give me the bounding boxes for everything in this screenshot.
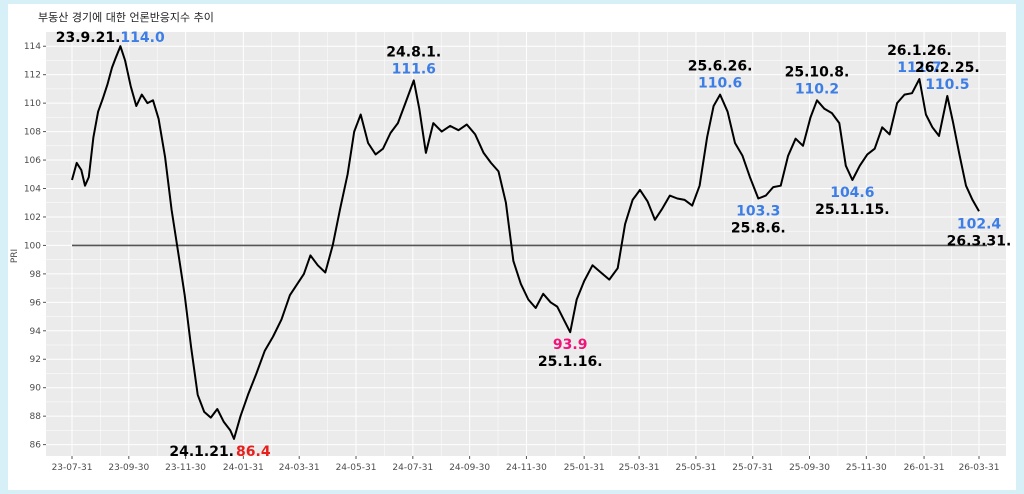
x-tick-label: 25-05-31 [675, 463, 716, 473]
y-tick-label: 110 [24, 99, 41, 109]
x-tick-label: 24-09-30 [449, 463, 490, 473]
y-tick-label: 112 [24, 71, 41, 81]
annotation-date: 24.8.1. [386, 44, 441, 60]
annotation-value: 114.0 [120, 30, 165, 46]
annotation: 25.10.8.110.2 [785, 64, 850, 97]
x-tick-label: 26-03-31 [959, 463, 1000, 473]
y-tick-label: 106 [24, 156, 41, 166]
x-tick-label: 25-09-30 [789, 463, 830, 473]
annotation-date: 26.3.31. [947, 233, 1012, 249]
annotation: 26.2.25.110.5 [915, 60, 980, 93]
x-tick-label: 23-09-30 [108, 463, 149, 473]
annotation: 26.1.26.111.7 [887, 43, 952, 76]
series-line-group [71, 45, 980, 440]
x-tick-label: 25-01-31 [564, 463, 605, 473]
y-tick-label: 94 [30, 327, 42, 337]
annotation-date: 25.11.15. [815, 202, 889, 218]
x-tick-label: 26-01-31 [904, 463, 945, 473]
annotation-date: 25.1.16. [538, 354, 603, 370]
x-tick-label: 24-11-30 [506, 463, 547, 473]
y-axis-label: PRI [10, 249, 20, 263]
annotation-date: 24.1.21. [169, 444, 234, 460]
x-tick-label: 24-01-31 [223, 463, 264, 473]
annotation: 25.6.26.110.6 [688, 59, 753, 92]
y-tick-label: 102 [24, 213, 41, 223]
axis-ticks: 86 88 90 92 94 96 98 100 102 104 106 108 110 112 114 23… [24, 42, 1000, 473]
annotation: 23.9.21. 114.0 [56, 30, 165, 46]
annotation-value: 110.5 [925, 77, 969, 93]
annotation-date: 25.10.8. [785, 64, 850, 80]
annotation-date: 26.2.25. [915, 60, 980, 76]
annotation-date: 26.1.26. [887, 43, 952, 59]
annotation-date: 25.6.26. [688, 59, 753, 75]
annotation: 24.8.1.111.6 [386, 44, 441, 77]
x-tick-label: 23-11-30 [165, 463, 206, 473]
y-tick-label: 100 [24, 241, 41, 251]
annotation-value: 86.4 [236, 444, 271, 460]
x-tick-label: 25-03-31 [619, 463, 660, 473]
annotation: 93.925.1.16. [538, 337, 603, 370]
y-tick-label: 98 [30, 270, 42, 280]
annotation: 24.1.21. 86.4 [169, 444, 270, 460]
y-tick-label: 114 [24, 42, 41, 52]
y-tick-label: 108 [24, 128, 41, 138]
annotation: 104.625.11.15. [815, 185, 889, 218]
annotation-value: 102.4 [957, 216, 1002, 232]
annotation: 103.325.8.6. [731, 203, 786, 236]
y-tick-label: 86 [30, 441, 42, 451]
y-tick-label: 96 [30, 298, 42, 308]
y-tick-label: 90 [30, 384, 42, 394]
x-tick-label: 23-07-31 [52, 463, 93, 473]
annotations: 23.9.21. 114.0 24.1.21. 86.4 24.8.1.111.6 93.… [56, 30, 1012, 460]
annotation-value: 93.9 [553, 337, 588, 353]
series-line [71, 45, 980, 440]
y-tick-label: 92 [30, 355, 41, 365]
annotation-value: 110.2 [795, 81, 839, 97]
x-tick-label: 25-11-30 [846, 463, 887, 473]
annotation-value: 111.7 [897, 60, 941, 76]
x-tick-label: 24-05-31 [336, 463, 377, 473]
annotation: 102.426.3.31. [947, 216, 1012, 249]
annotation-value: 103.3 [736, 203, 780, 219]
chart-frame: 86 88 90 92 94 96 98 100 102 104 106 108 110 112 114 23… [8, 4, 1016, 490]
annotation-value: 110.6 [698, 76, 742, 92]
x-tick-label: 24-07-31 [392, 463, 433, 473]
y-tick-label: 88 [30, 412, 42, 422]
x-tick-label: 24-03-31 [279, 463, 320, 473]
annotation-date: 23.9.21. [56, 30, 121, 46]
annotation-date: 25.8.6. [731, 220, 786, 236]
annotation-value: 104.6 [830, 185, 874, 201]
y-tick-label: 104 [24, 185, 41, 195]
annotation-value: 111.6 [392, 61, 436, 77]
x-tick-label: 25-07-31 [732, 463, 773, 473]
chart: 86 88 90 92 94 96 98 100 102 104 106 108 110 112 114 23… [10, 11, 1012, 473]
chart-title: 부동산 경기에 대한 언론반응지수 추이 [38, 11, 214, 24]
